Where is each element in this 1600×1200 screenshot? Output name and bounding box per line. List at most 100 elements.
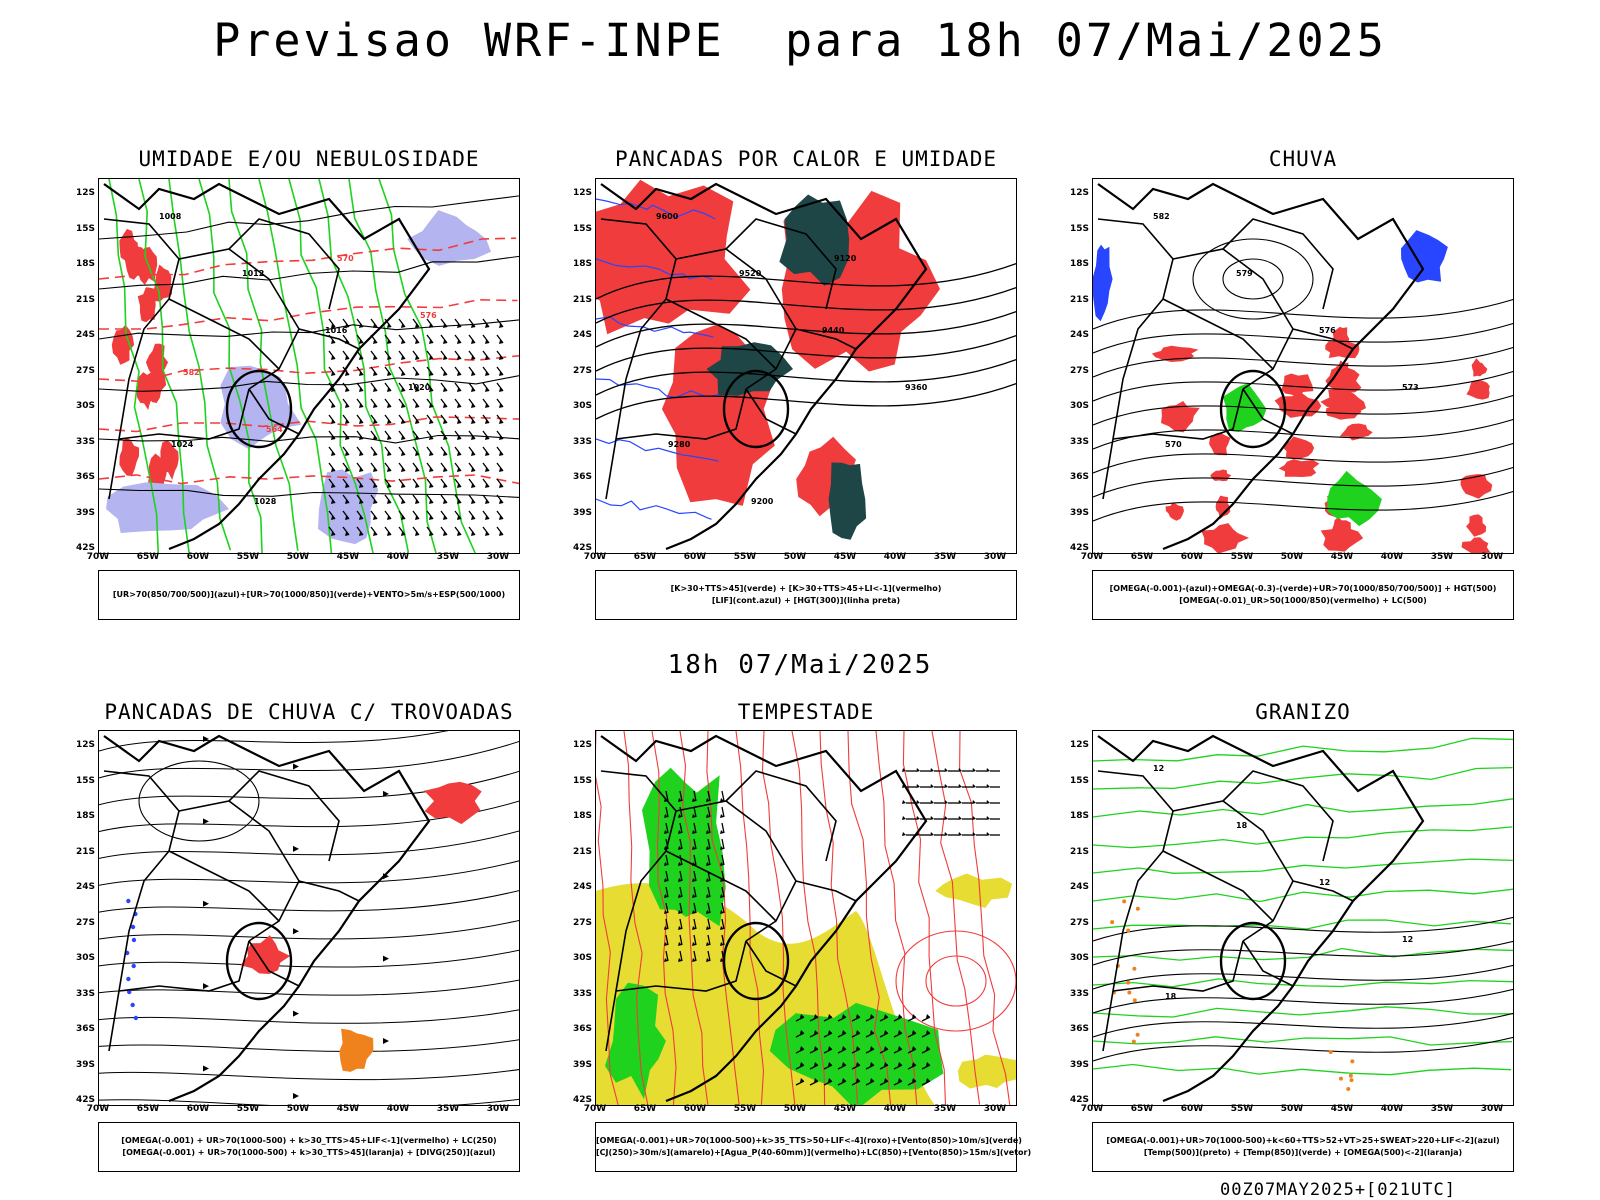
wind-vector <box>693 790 697 802</box>
panel-legend: [OMEGA(-0.001)+UR>70(1000-500)+k<60+TTS>… <box>1092 1122 1514 1172</box>
wind-vector <box>426 366 434 376</box>
contour-label: 18 <box>1236 821 1248 830</box>
longitude-tick-label: 50W <box>783 552 807 562</box>
wind-vector-head <box>814 1014 818 1018</box>
map-canvas: 582 579 576 573 570 <box>1093 182 1513 553</box>
wind-vector-head <box>720 926 724 930</box>
latitude-tick-label: 42S <box>572 1095 592 1105</box>
contour-label: 1020 <box>408 383 431 392</box>
temp-850-contour <box>1093 947 1513 961</box>
streamline-850 <box>925 955 987 1007</box>
temp-850-contour <box>1093 978 1513 988</box>
wind-vector <box>342 398 350 408</box>
wind-vector <box>721 822 725 834</box>
wind-vector <box>454 526 462 536</box>
rain-red-patch <box>1466 380 1490 400</box>
wind-vector-head <box>429 388 433 392</box>
omega-orange-dot <box>1349 1078 1354 1083</box>
wind-vector <box>440 318 448 328</box>
wind-vector-head <box>387 532 391 536</box>
coastline <box>1097 182 1425 551</box>
humidity-green-contour <box>108 179 159 553</box>
wind-vector-head <box>944 832 948 836</box>
wind-vector <box>795 1064 805 1070</box>
legend-line: [OMEGA(-0.001) + UR>70(1000-500) + k>30_… <box>122 1148 496 1157</box>
humidity-red-patch <box>137 287 156 323</box>
pressure-contour <box>99 255 519 290</box>
wind-vector-head <box>415 532 419 536</box>
omega-orange-dot <box>1135 906 1140 911</box>
forecast-map <box>595 730 1017 1106</box>
wind-vector-head <box>972 816 976 820</box>
political-border <box>228 218 340 310</box>
wind-vector-head <box>415 436 419 440</box>
wind-vector <box>496 334 504 344</box>
political-border <box>1112 388 1244 440</box>
wind-vector-head <box>331 452 335 456</box>
wind-vector <box>342 366 350 376</box>
hgt-500-contour <box>1093 298 1513 330</box>
latitude-tick-label: 33S <box>75 988 95 999</box>
wind-vector <box>707 950 711 962</box>
wind-vector-head <box>359 372 363 376</box>
wind-vector <box>342 318 350 328</box>
wind-vector <box>468 462 476 472</box>
political-border <box>600 770 677 1052</box>
longitude-tick-label: 70W <box>1080 552 1104 562</box>
contour-label: 579 <box>1236 269 1253 278</box>
wind-vector <box>398 510 406 520</box>
wind-vector-head <box>916 800 920 804</box>
wind-vector <box>440 366 448 376</box>
streamline-arrow <box>203 818 209 825</box>
wind-vector-head <box>678 846 682 850</box>
wind-vector <box>398 462 406 472</box>
wind-vector-head <box>457 324 461 328</box>
wind-vector <box>482 366 490 376</box>
wind-vector-head <box>916 784 920 788</box>
divergence-blue-dot <box>131 963 136 969</box>
wind-vector <box>837 1064 847 1070</box>
wind-vector <box>440 334 448 344</box>
political-border <box>118 388 250 440</box>
wind-vector-head <box>471 340 475 344</box>
political-border <box>675 248 797 390</box>
coastline <box>103 734 431 1103</box>
wind-vector-head <box>828 1030 832 1034</box>
wind-vector-head <box>706 814 710 818</box>
wind-vector-head <box>443 500 447 504</box>
wind-vector-head <box>664 862 668 866</box>
wind-vector <box>384 494 392 504</box>
wind-vector-head <box>720 910 724 914</box>
streamline-850 <box>931 731 981 1105</box>
wind-vector <box>468 494 476 504</box>
wind-vector <box>356 414 364 424</box>
longitude-tick-label: 70W <box>583 552 607 562</box>
divergence-blue-dot <box>126 976 131 982</box>
wind-vector-head <box>664 830 668 834</box>
streamline-250 <box>99 1069 519 1081</box>
divergence-blue-dot <box>126 898 131 904</box>
wind-vector <box>440 526 448 536</box>
wind-vector-head <box>457 500 461 504</box>
hgt-500-contour <box>1192 238 1314 320</box>
wind-vector <box>707 886 711 898</box>
wind-vector-head <box>471 516 475 520</box>
wind-vector-head <box>457 388 461 392</box>
wind-vector <box>384 478 392 488</box>
wind-850-green-area <box>605 982 666 1100</box>
contour-label: 9440 <box>822 326 845 335</box>
main-title: Previsao WRF-INPE para 18h 07/Mai/2025 <box>213 14 1387 67</box>
wind-vector-head <box>401 356 405 360</box>
latitude-tick-label: 18S <box>75 811 95 821</box>
wind-vector-head <box>944 784 948 788</box>
wind-vector <box>907 1064 917 1070</box>
wind-vector <box>921 1064 931 1070</box>
wind-vector-head <box>692 942 696 946</box>
wind-vector-head <box>359 404 363 408</box>
wind-vector-head <box>828 1014 832 1018</box>
wind-vector <box>865 1032 875 1038</box>
streamline-250 <box>99 860 519 886</box>
wind-vector-head <box>499 356 503 360</box>
wind-vector <box>454 334 462 344</box>
wind-vector-head <box>373 436 377 440</box>
